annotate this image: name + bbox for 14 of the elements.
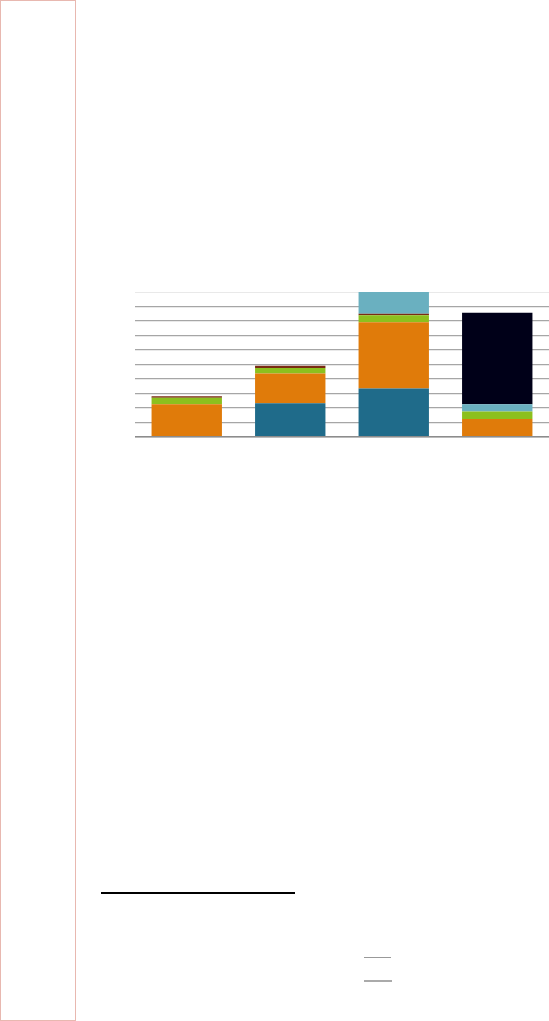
bar <box>358 322 429 389</box>
bar <box>151 397 222 405</box>
bar <box>462 404 533 412</box>
bar <box>462 418 533 436</box>
bar <box>255 365 326 368</box>
bar <box>151 404 222 436</box>
bar <box>462 411 533 419</box>
bar <box>358 292 429 314</box>
bar <box>462 312 533 405</box>
bar <box>255 403 326 436</box>
bar <box>358 315 429 323</box>
bar <box>255 373 326 404</box>
bar <box>358 388 429 436</box>
bar <box>255 367 326 374</box>
